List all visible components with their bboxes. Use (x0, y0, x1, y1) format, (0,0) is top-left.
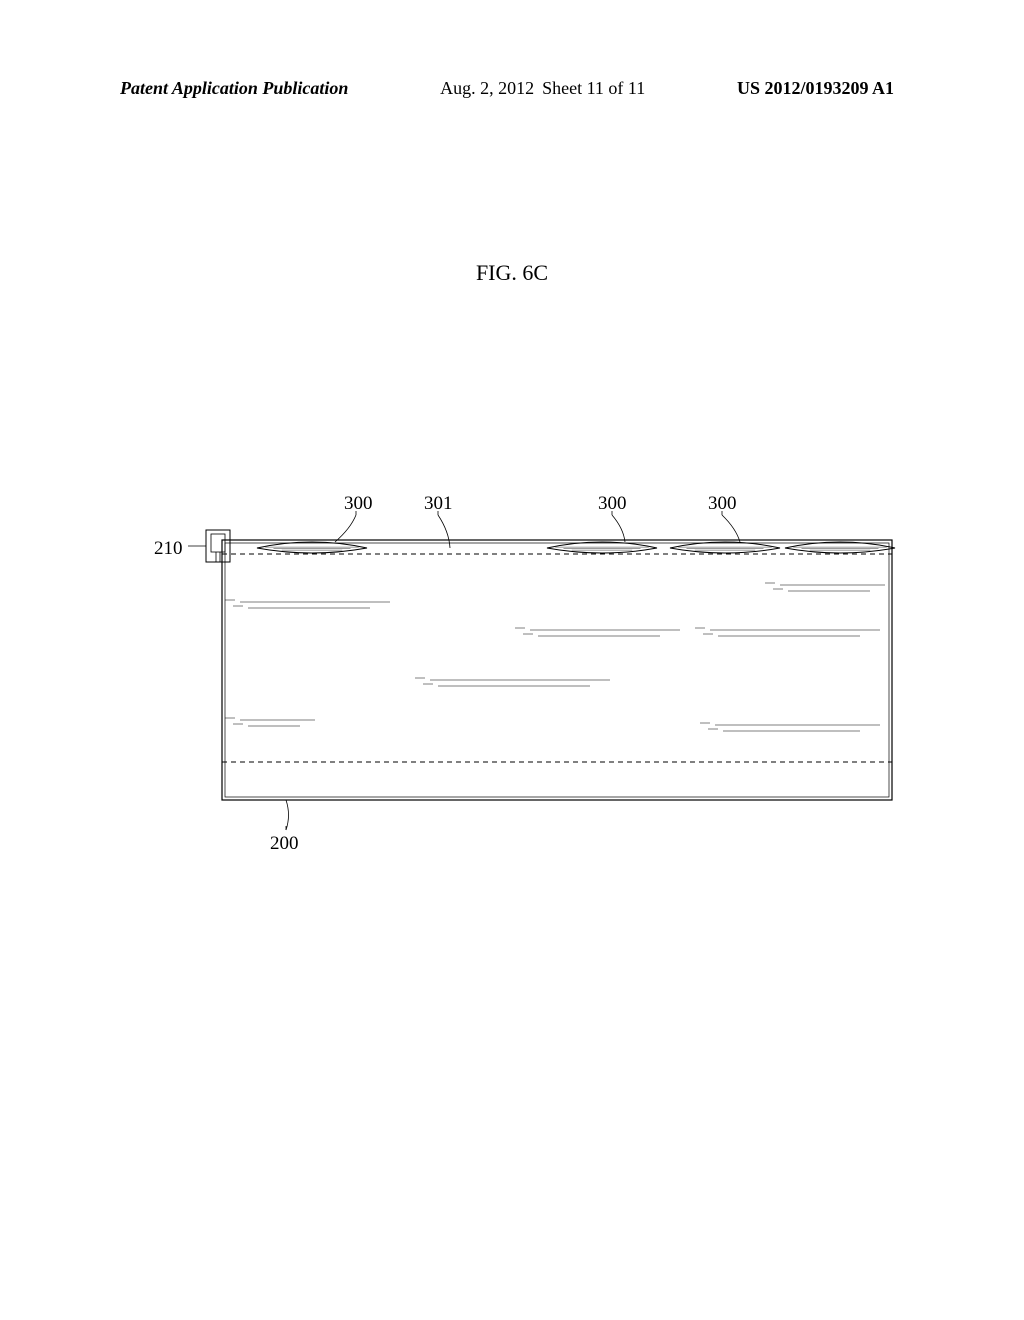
header-sheet: Sheet 11 of 11 (542, 78, 645, 99)
figure-container: 210 300 301 300 300 200 (100, 490, 900, 870)
header-center: Aug. 2, 2012 Sheet 11 of 11 (440, 78, 645, 99)
header-pub-number: US 2012/0193209 A1 (737, 78, 894, 99)
floating-elements (257, 542, 895, 553)
label-300-c: 300 (708, 493, 737, 515)
tank-inner-outline (225, 543, 889, 797)
header-date: Aug. 2, 2012 (440, 78, 534, 99)
label-301: 301 (424, 493, 453, 515)
inlet-structure (206, 530, 230, 562)
header-publication-label: Patent Application Publication (120, 78, 348, 99)
figure-svg (100, 490, 900, 870)
page-header: Patent Application Publication Aug. 2, 2… (0, 78, 1024, 99)
label-300-a: 300 (344, 493, 373, 515)
water-texture (225, 583, 885, 731)
label-300-b: 300 (598, 493, 627, 515)
lead-lines (188, 511, 740, 830)
figure-title: FIG. 6C (476, 260, 548, 286)
label-200: 200 (270, 833, 299, 855)
tank-outline (222, 540, 892, 800)
label-210: 210 (154, 538, 183, 560)
